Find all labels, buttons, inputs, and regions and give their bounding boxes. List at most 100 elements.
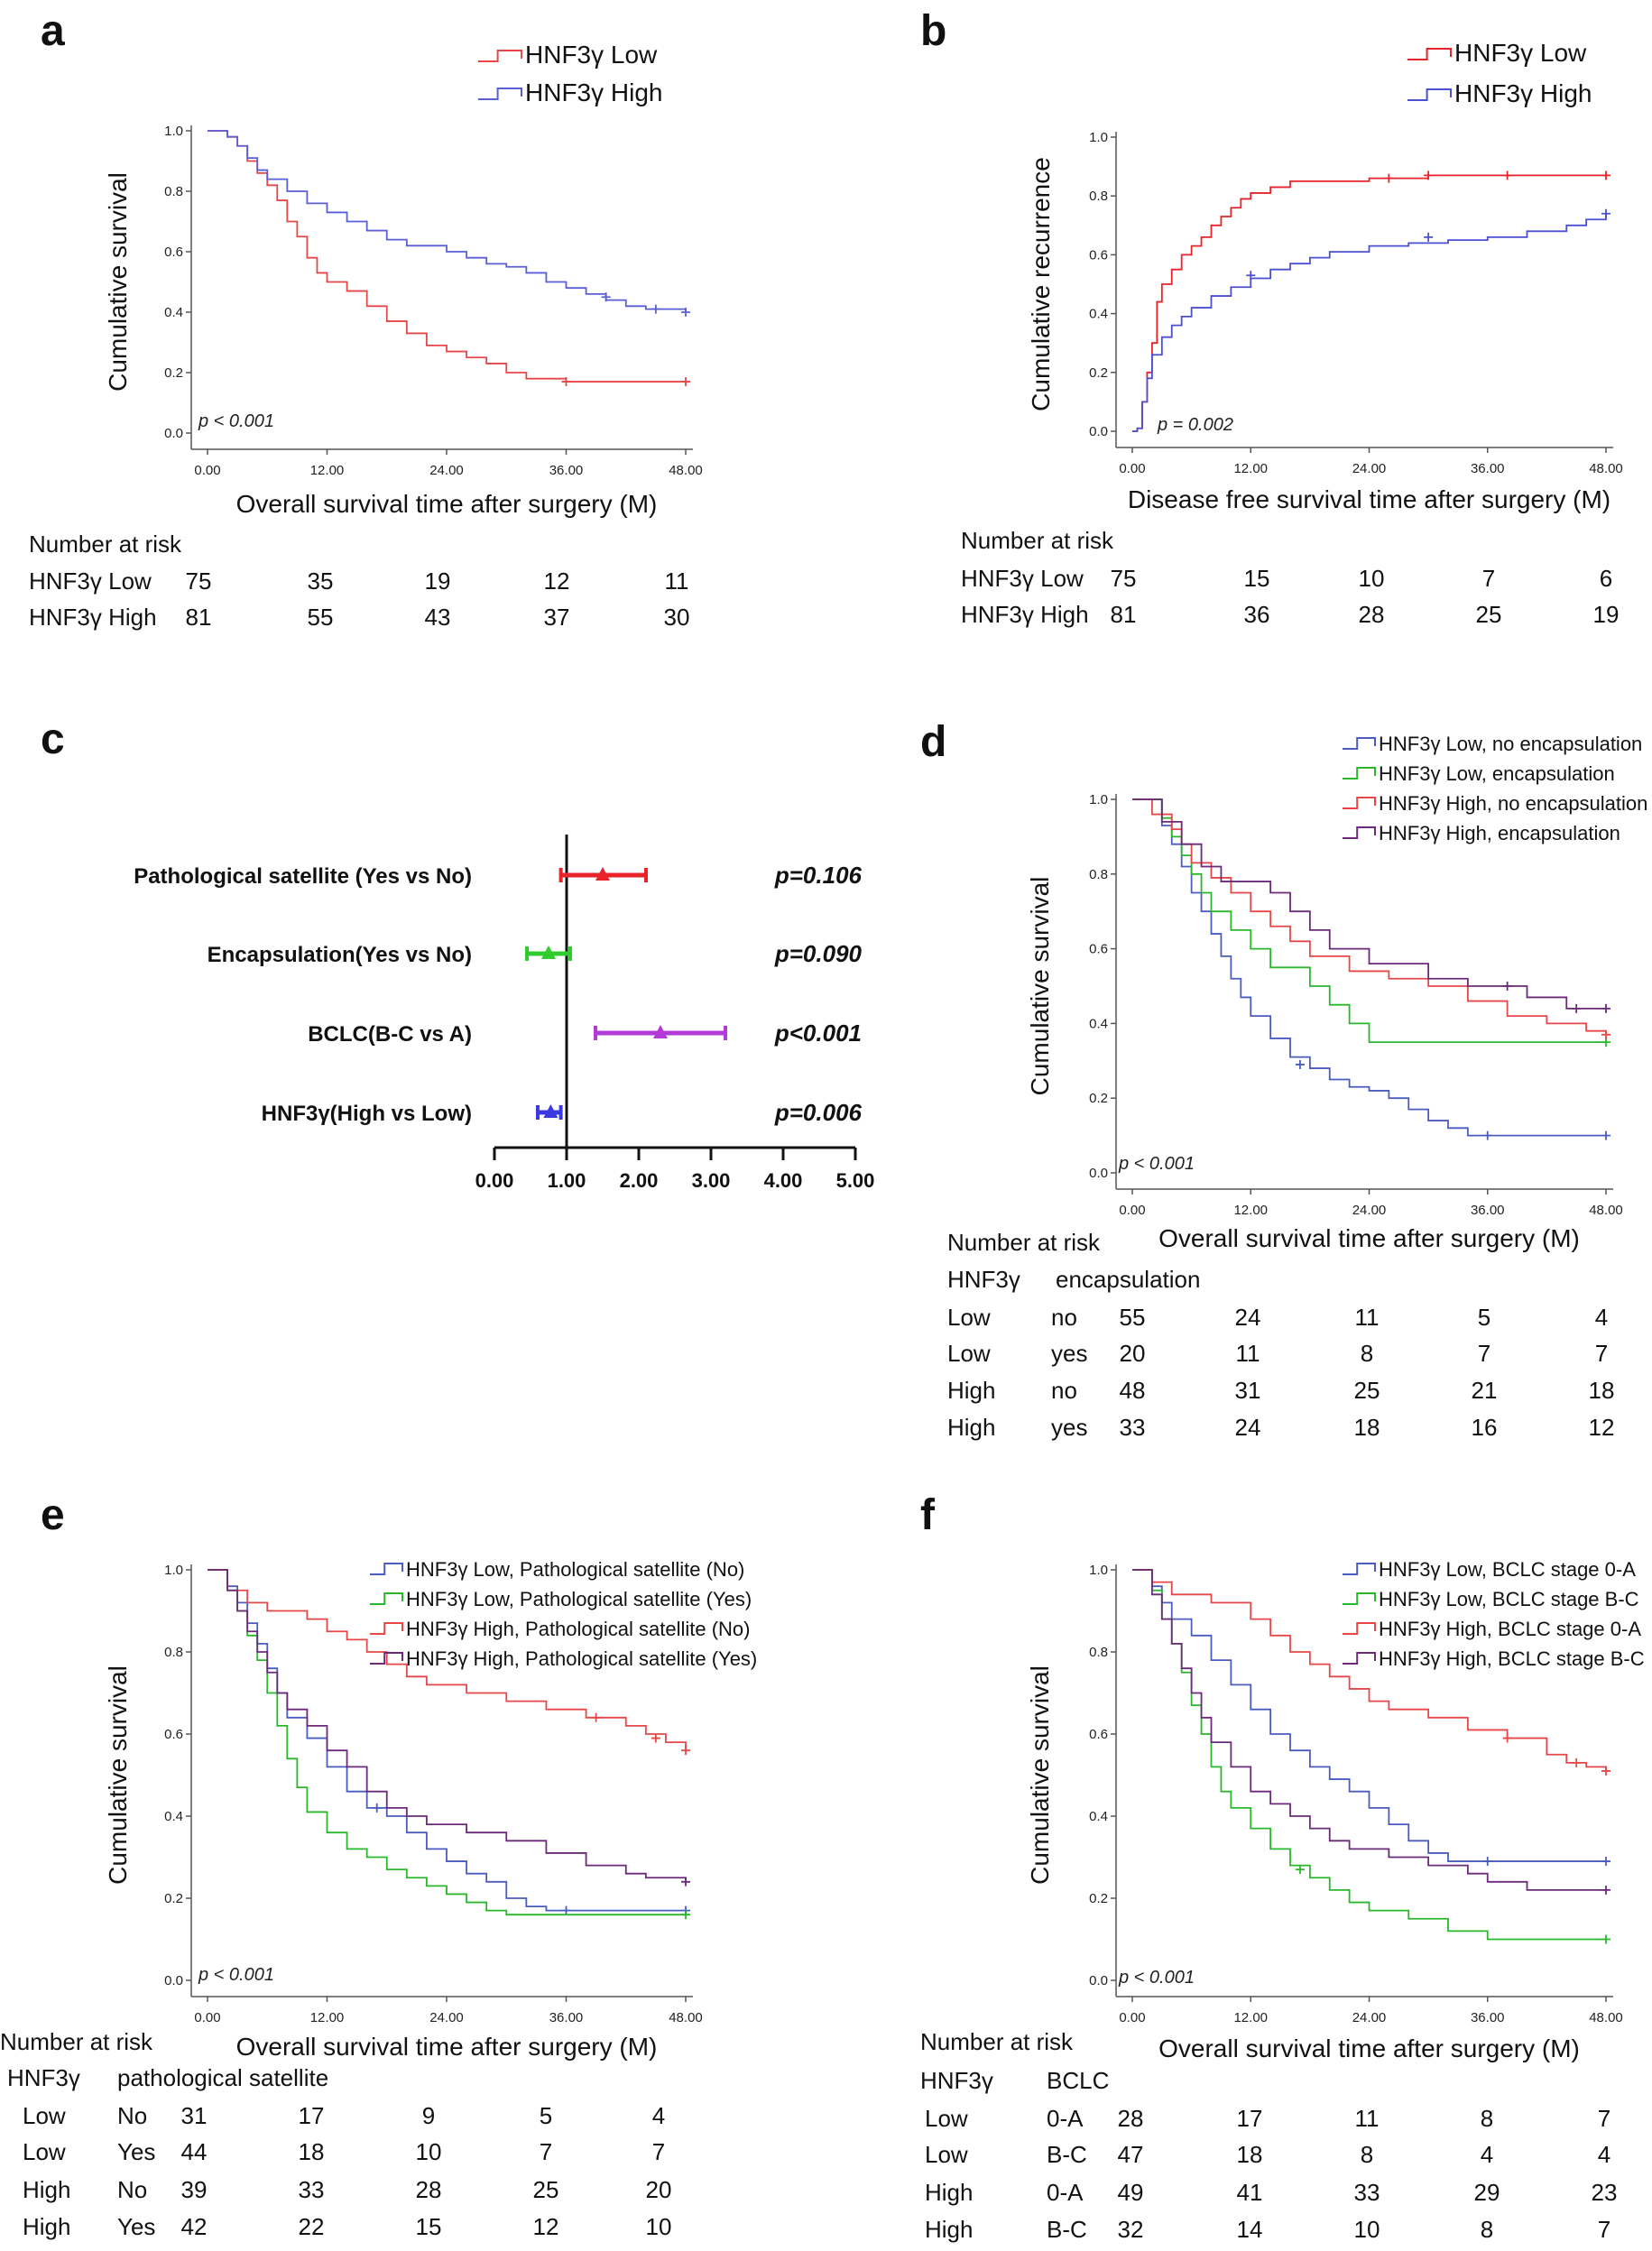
- censor-mark: [561, 1905, 571, 1915]
- legend-swatch: [1343, 1652, 1376, 1665]
- risk-count: 42: [181, 2213, 208, 2240]
- forest-tick-label: 2.00: [620, 1169, 659, 1192]
- risk-row-group: Low: [947, 1304, 991, 1331]
- forest-tick-label: 3.00: [692, 1169, 731, 1192]
- risk-count: 30: [664, 604, 690, 631]
- x-tick-label: 24.00: [429, 2010, 464, 2025]
- risk-count: 4: [1598, 2141, 1610, 2168]
- risk-count: 21: [1472, 1377, 1498, 1404]
- risk-count: 28: [1359, 601, 1385, 628]
- censor-mark: [1572, 1757, 1582, 1767]
- risk-count: 7: [1595, 1340, 1608, 1367]
- censor-mark: [651, 1733, 660, 1743]
- risk-count: 10: [646, 2213, 672, 2240]
- censor-mark: [591, 1712, 601, 1722]
- y-tick-label: 0.0: [164, 1973, 183, 1988]
- risk-table-title: Number at risk: [0, 2028, 153, 2055]
- legend-entry: HNF3γ High: [525, 78, 662, 106]
- forest-hr-marker: [541, 946, 556, 959]
- risk-table-header: HNF3γ: [947, 1266, 1020, 1293]
- p-value-text: p < 0.001: [1118, 1154, 1195, 1174]
- risk-row-group: HNF3γ High: [29, 604, 157, 631]
- legend-entry: HNF3γ Low, BCLC stage B-C: [1379, 1588, 1639, 1610]
- y-tick-label: 0.2: [164, 1891, 183, 1906]
- risk-count: 25: [1476, 601, 1502, 628]
- y-tick-label: 0.8: [164, 184, 183, 199]
- y-tick-label: 0.8: [1089, 1645, 1108, 1660]
- panel-label: f: [920, 1491, 936, 1539]
- x-tick-label: 12.00: [1233, 461, 1268, 476]
- forest-row-label: Pathological satellite (Yes vs No): [134, 864, 472, 889]
- x-tick-label: 48.00: [1589, 461, 1623, 476]
- risk-count: 4: [1481, 2141, 1493, 2168]
- risk-count: 24: [1235, 1304, 1261, 1331]
- risk-count: 5: [540, 2102, 552, 2129]
- risk-row-subgroup: B-C: [1047, 2141, 1087, 2168]
- censor-mark: [1601, 1003, 1610, 1013]
- legend-entry: HNF3γ High, BCLC stage B-C: [1379, 1647, 1645, 1670]
- y-tick-label: 0.0: [1089, 1166, 1108, 1181]
- risk-count: 28: [1118, 2105, 1144, 2132]
- censor-mark: [681, 377, 690, 387]
- censor-mark: [681, 1746, 690, 1756]
- censor-mark: [372, 1803, 382, 1813]
- risk-row-subgroup: no: [1051, 1304, 1077, 1331]
- risk-count: 35: [308, 567, 334, 595]
- legend-swatch: [1343, 767, 1376, 780]
- x-tick-label: 12.00: [1233, 1203, 1268, 1218]
- risk-row-group: High: [925, 2216, 973, 2243]
- risk-table-header: HNF3γ: [7, 2064, 80, 2091]
- y-tick-label: 1.0: [1089, 1563, 1108, 1578]
- risk-row-subgroup: Yes: [117, 2213, 155, 2240]
- risk-count: 15: [1244, 565, 1270, 592]
- x-tick-label: 24.00: [429, 463, 464, 478]
- risk-count: 17: [299, 2102, 325, 2129]
- survival-curve: [1132, 174, 1606, 432]
- x-tick-label: 48.00: [1589, 1203, 1623, 1218]
- legend-swatch: [1343, 1622, 1376, 1635]
- forest-tick-label: 5.00: [836, 1169, 875, 1192]
- legend-swatch: [478, 50, 522, 62]
- risk-count: 18: [299, 2138, 325, 2165]
- x-tick-label: 24.00: [1352, 461, 1387, 476]
- censor-mark: [1502, 1733, 1512, 1743]
- legend-swatch: [370, 1563, 403, 1575]
- risk-count: 25: [533, 2176, 559, 2203]
- risk-count: 36: [1244, 601, 1270, 628]
- risk-row-subgroup: B-C: [1047, 2216, 1087, 2243]
- y-tick-label: 1.0: [1089, 792, 1108, 807]
- legend-swatch: [370, 1592, 403, 1605]
- risk-count: 18: [1589, 1377, 1615, 1404]
- legend-entry: HNF3γ High, encapsulation: [1379, 822, 1620, 844]
- survival-curve: [208, 1569, 686, 1912]
- y-tick-label: 0.6: [1089, 1727, 1108, 1742]
- censor-mark: [1601, 1766, 1610, 1776]
- risk-count: 17: [1237, 2105, 1263, 2132]
- risk-row-group: Low: [925, 2105, 968, 2132]
- risk-count: 33: [1120, 1414, 1146, 1441]
- risk-count: 47: [1118, 2141, 1144, 2168]
- risk-row-group: Low: [947, 1340, 991, 1367]
- x-axis-title: Overall survival time after surgery (M): [1158, 2034, 1580, 2062]
- censor-mark: [1572, 1003, 1582, 1013]
- risk-count: 5: [1478, 1304, 1490, 1331]
- y-tick-label: 0.4: [164, 305, 183, 320]
- risk-count: 11: [665, 567, 689, 595]
- legend-entry: HNF3γ High, Pathological satellite (Yes): [406, 1647, 757, 1670]
- risk-row-subgroup: yes: [1051, 1340, 1087, 1367]
- risk-count: 31: [181, 2102, 208, 2129]
- y-axis-title: Cumulative survival: [104, 172, 132, 392]
- y-axis-title: Cumulative survival: [1026, 1665, 1054, 1885]
- panel-c: c 0.00 1.00 2.00 3.00 4.00 5.00 Pathological sa…: [41, 715, 874, 1192]
- legend-swatch: [370, 1622, 403, 1635]
- legend-entry: HNF3γ Low, encapsulation: [1379, 762, 1615, 785]
- risk-count: 44: [181, 2138, 208, 2165]
- risk-table-title: Number at risk: [961, 527, 1114, 554]
- y-tick-label: 1.0: [164, 124, 183, 139]
- risk-count: 4: [652, 2102, 665, 2129]
- p-value-text: p = 0.002: [1157, 415, 1233, 435]
- panel-label: a: [41, 7, 65, 55]
- x-tick-label: 48.00: [669, 2010, 703, 2025]
- risk-count: 7: [1598, 2216, 1610, 2243]
- censor-mark: [1601, 1857, 1610, 1867]
